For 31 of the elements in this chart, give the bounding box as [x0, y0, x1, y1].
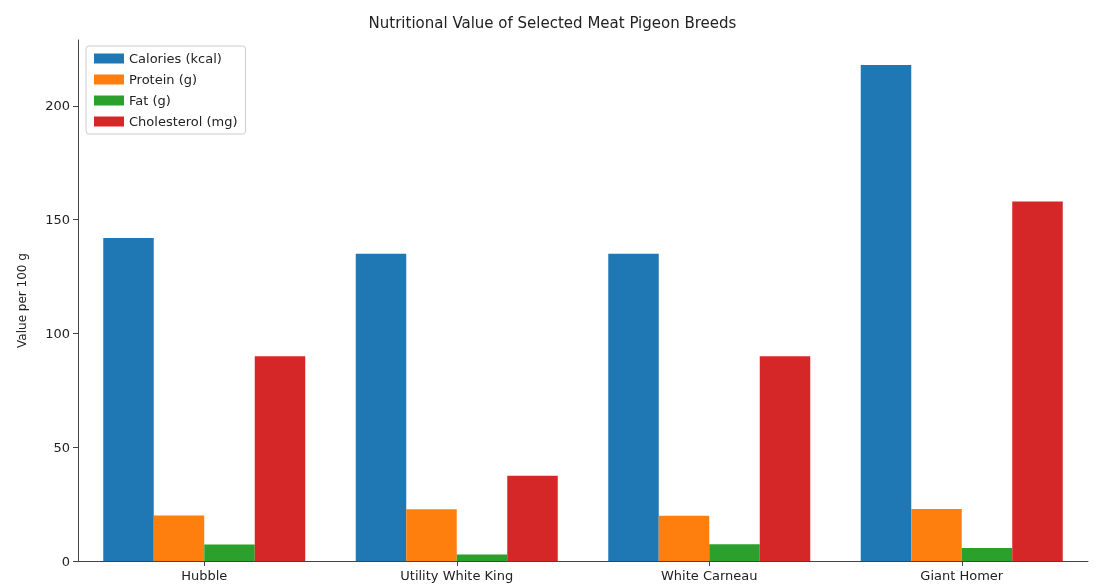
bar	[658, 515, 710, 561]
legend-label: Cholesterol (mg)	[129, 114, 238, 129]
bar	[103, 237, 154, 561]
bar	[860, 65, 912, 561]
bar	[456, 554, 508, 561]
x-tick-label: Hubble	[181, 568, 228, 583]
legend-label: Protein (g)	[129, 72, 198, 87]
bar	[153, 515, 205, 561]
x-tick-label: Utility White King	[400, 568, 514, 583]
bar	[961, 548, 1013, 561]
y-tick-label: 150	[45, 212, 70, 228]
x-tick-label: White Carneau	[660, 568, 758, 583]
legend-label: Calories (kcal)	[129, 51, 222, 66]
bar	[1012, 201, 1063, 561]
bar	[759, 356, 811, 561]
bar	[608, 253, 659, 561]
y-axis-title: Value per 100 g	[15, 253, 29, 348]
x-tick-label: Giant Homer	[920, 568, 1004, 583]
bar	[254, 356, 306, 561]
legend-label: Fat (g)	[129, 93, 171, 108]
y-tick-label: 200	[45, 98, 70, 114]
chart-title: Nutritional Value of Selected Meat Pigeon Breeds	[368, 13, 737, 32]
bar	[355, 253, 407, 561]
bar	[406, 509, 457, 561]
bar	[507, 475, 558, 561]
y-tick-label: 100	[45, 325, 70, 341]
y-tick-label: 50	[53, 439, 70, 455]
bar	[911, 508, 962, 561]
y-tick-label: 0	[61, 553, 70, 569]
bar	[204, 544, 255, 561]
bar	[709, 544, 760, 561]
